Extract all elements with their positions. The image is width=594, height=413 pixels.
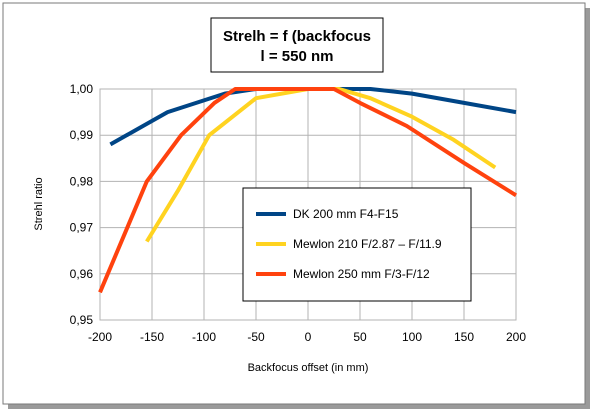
x-tick-label: 150 [454,330,474,344]
y-axis-title: Strehl ratio [33,177,45,230]
y-tick-label: 0,96 [70,267,94,281]
x-tick-label: 0 [305,330,312,344]
chart-title-line-1: Strelh = f (backfocus [223,28,371,45]
x-tick-label: -50 [247,330,265,344]
x-tick-label: -200 [88,330,112,344]
y-axis-ticks: 0,95 0,96 0,97 0,98 0,99 1,00 [70,82,94,327]
y-tick-label: 0,98 [70,174,94,188]
legend-label-mewlon210: Mewlon 210 F/2.87 – F/11.9 [293,237,442,251]
x-axis-title: Backfocus offset (in mm) [248,362,369,374]
x-tick-label: -100 [192,330,216,344]
y-tick-label: 0,97 [70,221,94,235]
x-axis-ticks: -200 -150 -100 -50 0 50 100 150 200 [88,330,526,344]
chart-title-line-2: l = 550 nm [261,48,334,65]
series-line-mewlon250 [98,87,518,294]
x-tick-label: 200 [506,330,526,344]
x-tick-label: 100 [402,330,422,344]
y-tick-label: 0,95 [70,313,94,327]
x-tick-label: -150 [140,330,164,344]
x-tick-label: 50 [353,330,367,344]
y-tick-label: 0,99 [70,128,94,142]
y-tick-label: 1,00 [70,82,94,96]
legend-label-mewlon250: Mewlon 250 mm F/3-F/12 [293,267,430,281]
title-box [210,17,384,73]
legend-label-dk200: DK 200 mm F4-F15 [293,207,399,221]
legend: DK 200 mm F4-F15 Mewlon 210 F/2.87 – F/1… [242,187,472,302]
series-lines [98,87,518,294]
